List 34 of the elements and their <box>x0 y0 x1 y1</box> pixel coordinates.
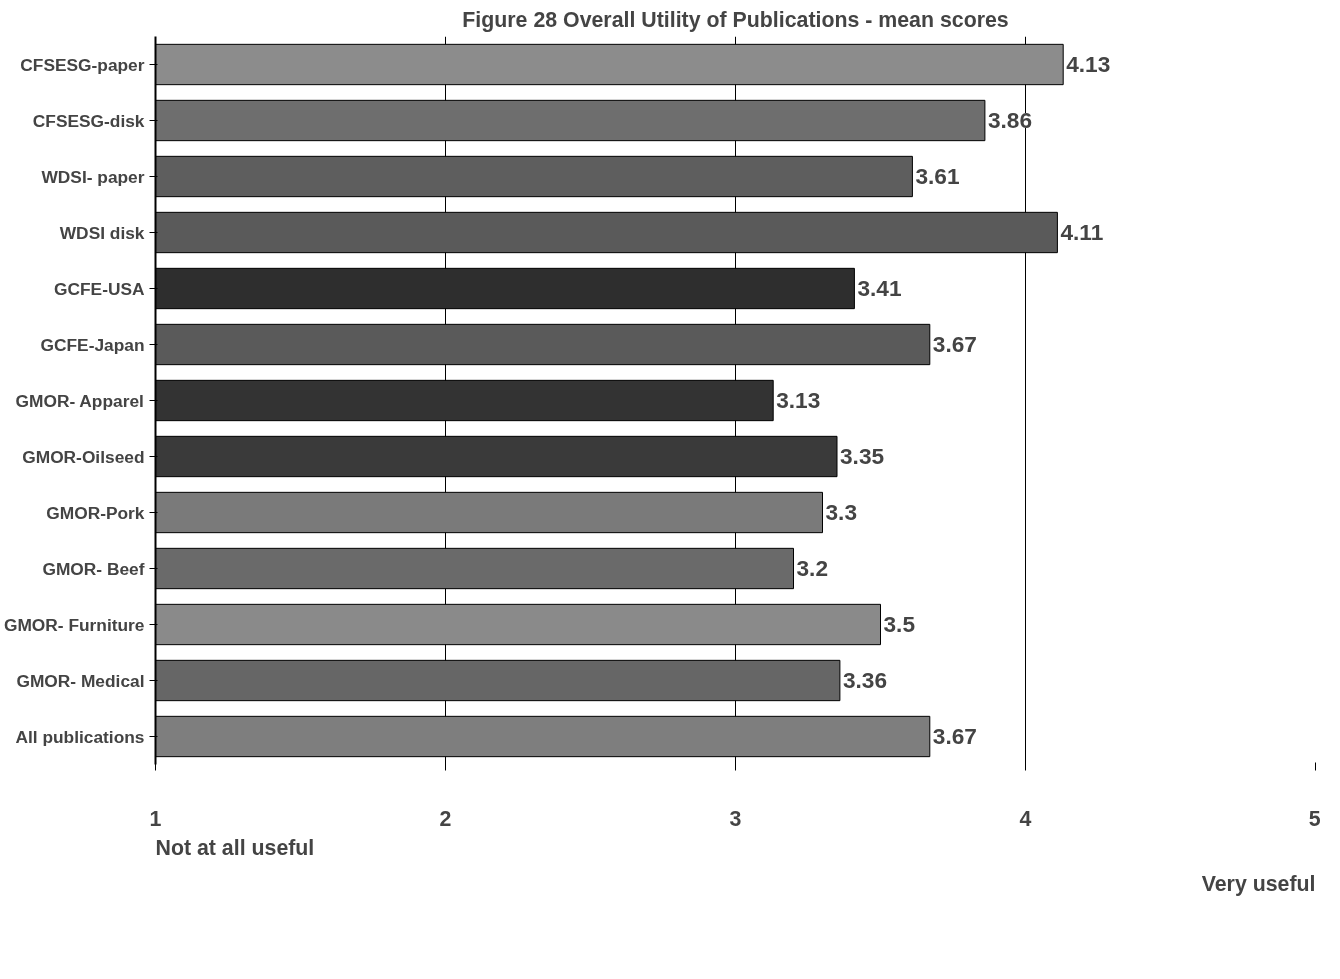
data-label: 3.41 <box>857 275 902 301</box>
text: Not at all useful <box>155 835 315 860</box>
y-tick-label: WDSI- paper <box>41 166 145 187</box>
data-label: 3.5 <box>883 611 915 637</box>
text: Very useful <box>1201 871 1316 896</box>
y-tick-label: CFSESG-paper <box>20 54 145 75</box>
x-tick-label: 1 <box>149 806 162 831</box>
x-tick-label: 2 <box>439 806 452 831</box>
data-label: 3.13 <box>776 387 821 413</box>
y-tick-label: GMOR-Oilseed <box>22 446 145 467</box>
y-tick-label: GMOR- Beef <box>42 558 145 579</box>
y-tick-label: GMOR-Pork <box>46 502 145 523</box>
x-tick-label: 5 <box>1308 806 1321 831</box>
data-label: 3.36 <box>842 667 888 693</box>
x-tick-label: 4 <box>1019 806 1032 831</box>
y-tick-label: All publications <box>15 726 145 747</box>
y-tick-label: WDSI disk <box>59 222 145 243</box>
data-label: 3.86 <box>987 107 1033 133</box>
chart-title: Figure 28 Overall Utility of Publications - mean scores <box>462 7 1009 32</box>
data-label: 3.2 <box>796 555 828 581</box>
data-label: 3.3 <box>825 499 857 525</box>
data-label: 3.61 <box>915 163 960 189</box>
x-tick-label: 3 <box>729 806 742 831</box>
y-tick-label: GCFE-Japan <box>40 334 145 355</box>
data-label: 3.67 <box>932 331 977 357</box>
y-tick-label: GMOR- Medical <box>16 670 145 691</box>
data-label: 4.13 <box>1066 51 1111 77</box>
y-tick-label: GMOR- Apparel <box>15 390 144 411</box>
data-label: 3.35 <box>840 443 885 469</box>
data-label: 3.67 <box>932 723 977 749</box>
y-tick-label: CFSESG-disk <box>32 110 145 131</box>
y-tick-label: GMOR- Furniture <box>3 614 145 635</box>
y-tick-label: GCFE-USA <box>54 278 145 299</box>
data-label: 4.11 <box>1060 219 1104 245</box>
